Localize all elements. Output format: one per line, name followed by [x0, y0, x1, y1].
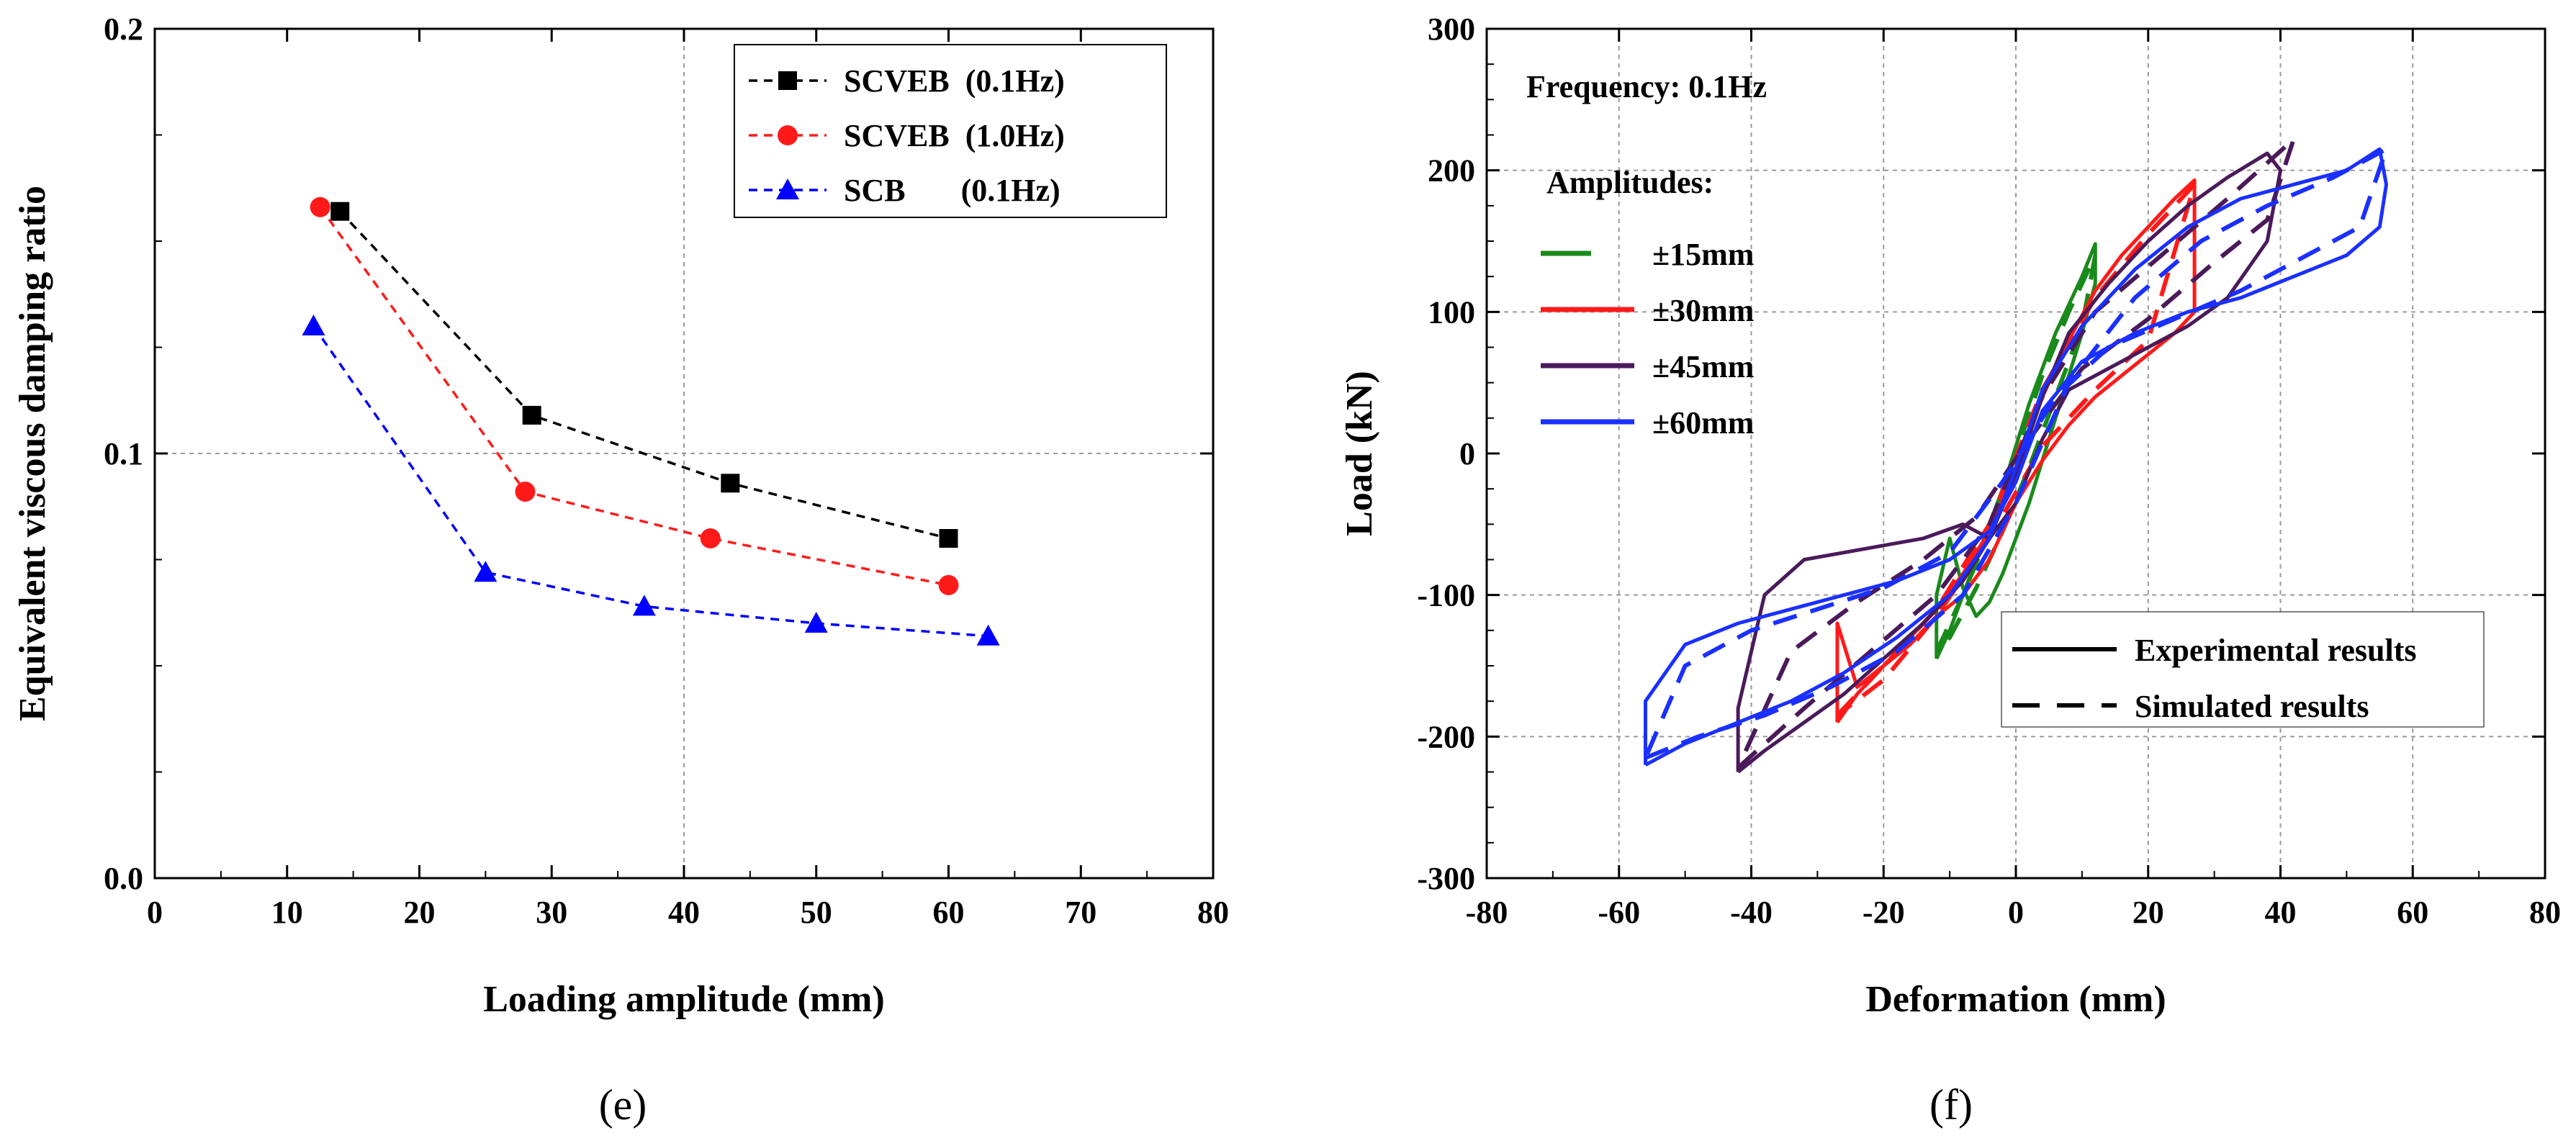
data-point-triangle [302, 315, 325, 335]
data-point-circle [700, 528, 721, 548]
x-tick-label: 20 [404, 895, 436, 930]
y-tick-label: -100 [1417, 578, 1475, 613]
x-tick-label: -20 [1863, 895, 1905, 930]
chart-e-series [302, 196, 1000, 646]
x-tick-label: 70 [1065, 895, 1096, 930]
chart-f: -80 -60 -40 -20 0 20 40 60 80-300-200-1000100200… [1339, 12, 2561, 1129]
amplitudes-annotation: Amplitudes: [1546, 165, 1713, 200]
data-point-square [330, 202, 350, 221]
series-line-circle [319, 206, 949, 587]
data-point-triangle [804, 612, 828, 633]
hysteresis-loop-dashed [1736, 137, 2296, 769]
chart-f-series [1643, 137, 2389, 774]
x-tick-label: 40 [668, 895, 700, 930]
y-tick-label: 200 [1428, 153, 1475, 189]
data-point-triangle [976, 624, 1000, 646]
x-tick-label: 10 [271, 895, 303, 930]
x-tick-label: 60 [2397, 895, 2428, 930]
chart-e-legend: SCVEB (0.1Hz) SCVEB (1.0Hz) SCB (0.1Hz) [734, 44, 1167, 218]
x-tick-label: 80 [1197, 895, 1229, 930]
x-tick-label: 30 [536, 895, 567, 930]
x-tick-label: 0 [147, 895, 163, 930]
hysteresis-loop-dashed [1643, 147, 2389, 760]
y-tick-label: 0.2 [104, 12, 143, 47]
y-tick-label: 0 [1459, 436, 1475, 471]
chart-f-ticks: -80 -60 -40 -20 0 20 40 60 80-300-200-1000100200… [1417, 12, 2561, 930]
x-tick-label: -40 [1730, 895, 1773, 930]
data-point-square [522, 405, 541, 425]
y-tick-label: -300 [1417, 861, 1475, 896]
amplitude-legend-label: ±60mm [1652, 405, 1754, 441]
x-tick-label: 80 [2529, 895, 2561, 930]
chart-f-panel-label: (f) [1929, 1081, 1973, 1129]
chart-e-grid [155, 29, 1213, 878]
data-point-square [721, 474, 740, 493]
chart-e-xlabel: Loading amplitude (mm) [483, 979, 885, 1020]
x-tick-label: -80 [1466, 895, 1508, 930]
chart-e-legend-items: SCVEB (0.1Hz) SCVEB (1.0Hz) SCB (0.1Hz) [749, 63, 1065, 208]
chart-e-panel-label: (e) [599, 1081, 647, 1129]
amplitude-legend-label: ±30mm [1652, 293, 1754, 328]
amplitude-legend-label: ±45mm [1652, 349, 1754, 384]
chart-f-style-legend-box [2001, 611, 2485, 728]
x-tick-label: 20 [2133, 895, 2164, 930]
chart-e-legend-box [734, 44, 1167, 218]
legend-label: SCVEB (1.0Hz) [844, 118, 1065, 153]
chart-f-ylabel: Load (kN) [1339, 371, 1380, 536]
x-tick-label: 40 [2265, 895, 2297, 930]
legend-marker-square [778, 71, 797, 90]
chart-e: 0 10 20 30 40 50 60 70 80 0.0 0.1 0.2 Loading ampli… [12, 12, 1229, 1129]
chart-f-xlabel: Deformation (mm) [1865, 979, 2166, 1020]
series-line-square [338, 210, 949, 540]
style-legend-label: Simulated results [2135, 689, 2369, 724]
chart-f-amplitude-legend: ±15mm ±30mm ±45mm ±60mm [1541, 237, 1754, 441]
data-point-triangle [474, 561, 497, 582]
chart-f-style-legend-items: Experimental results Simulated results [2012, 633, 2417, 724]
style-legend-label: Experimental results [2135, 633, 2417, 668]
data-point-square [939, 529, 958, 548]
x-tick-label: 60 [933, 895, 965, 930]
data-point-triangle [632, 595, 656, 616]
x-tick-label: 0 [2008, 895, 2024, 930]
data-point-circle [310, 196, 330, 217]
series-line-triangle [312, 325, 988, 638]
y-tick-label: 300 [1428, 12, 1475, 47]
y-tick-label: 0.1 [104, 436, 143, 471]
y-tick-label: 0.0 [104, 861, 143, 896]
legend-label: SCB (0.1Hz) [844, 173, 1060, 208]
amplitude-legend-label: ±15mm [1652, 237, 1754, 272]
data-point-circle [515, 482, 536, 502]
legend-marker-circle [778, 125, 798, 145]
chart-f-style-legend: Experimental results Simulated results [2001, 611, 2485, 728]
x-tick-label: -60 [1598, 895, 1640, 930]
y-tick-label: 100 [1428, 294, 1475, 330]
legend-label: SCVEB (0.1Hz) [844, 63, 1065, 99]
frequency-annotation: Frequency: 0.1Hz [1526, 69, 1767, 104]
chart-e-ylabel: Equivalent viscous damping ratio [12, 186, 53, 721]
chart-e-ticks: 0 10 20 30 40 50 60 70 80 0.0 0.1 0.2 [104, 12, 1229, 930]
data-point-circle [938, 574, 959, 595]
y-tick-label: -200 [1417, 719, 1475, 754]
legend-marker-triangle [776, 179, 799, 199]
x-tick-label: 50 [801, 895, 832, 930]
